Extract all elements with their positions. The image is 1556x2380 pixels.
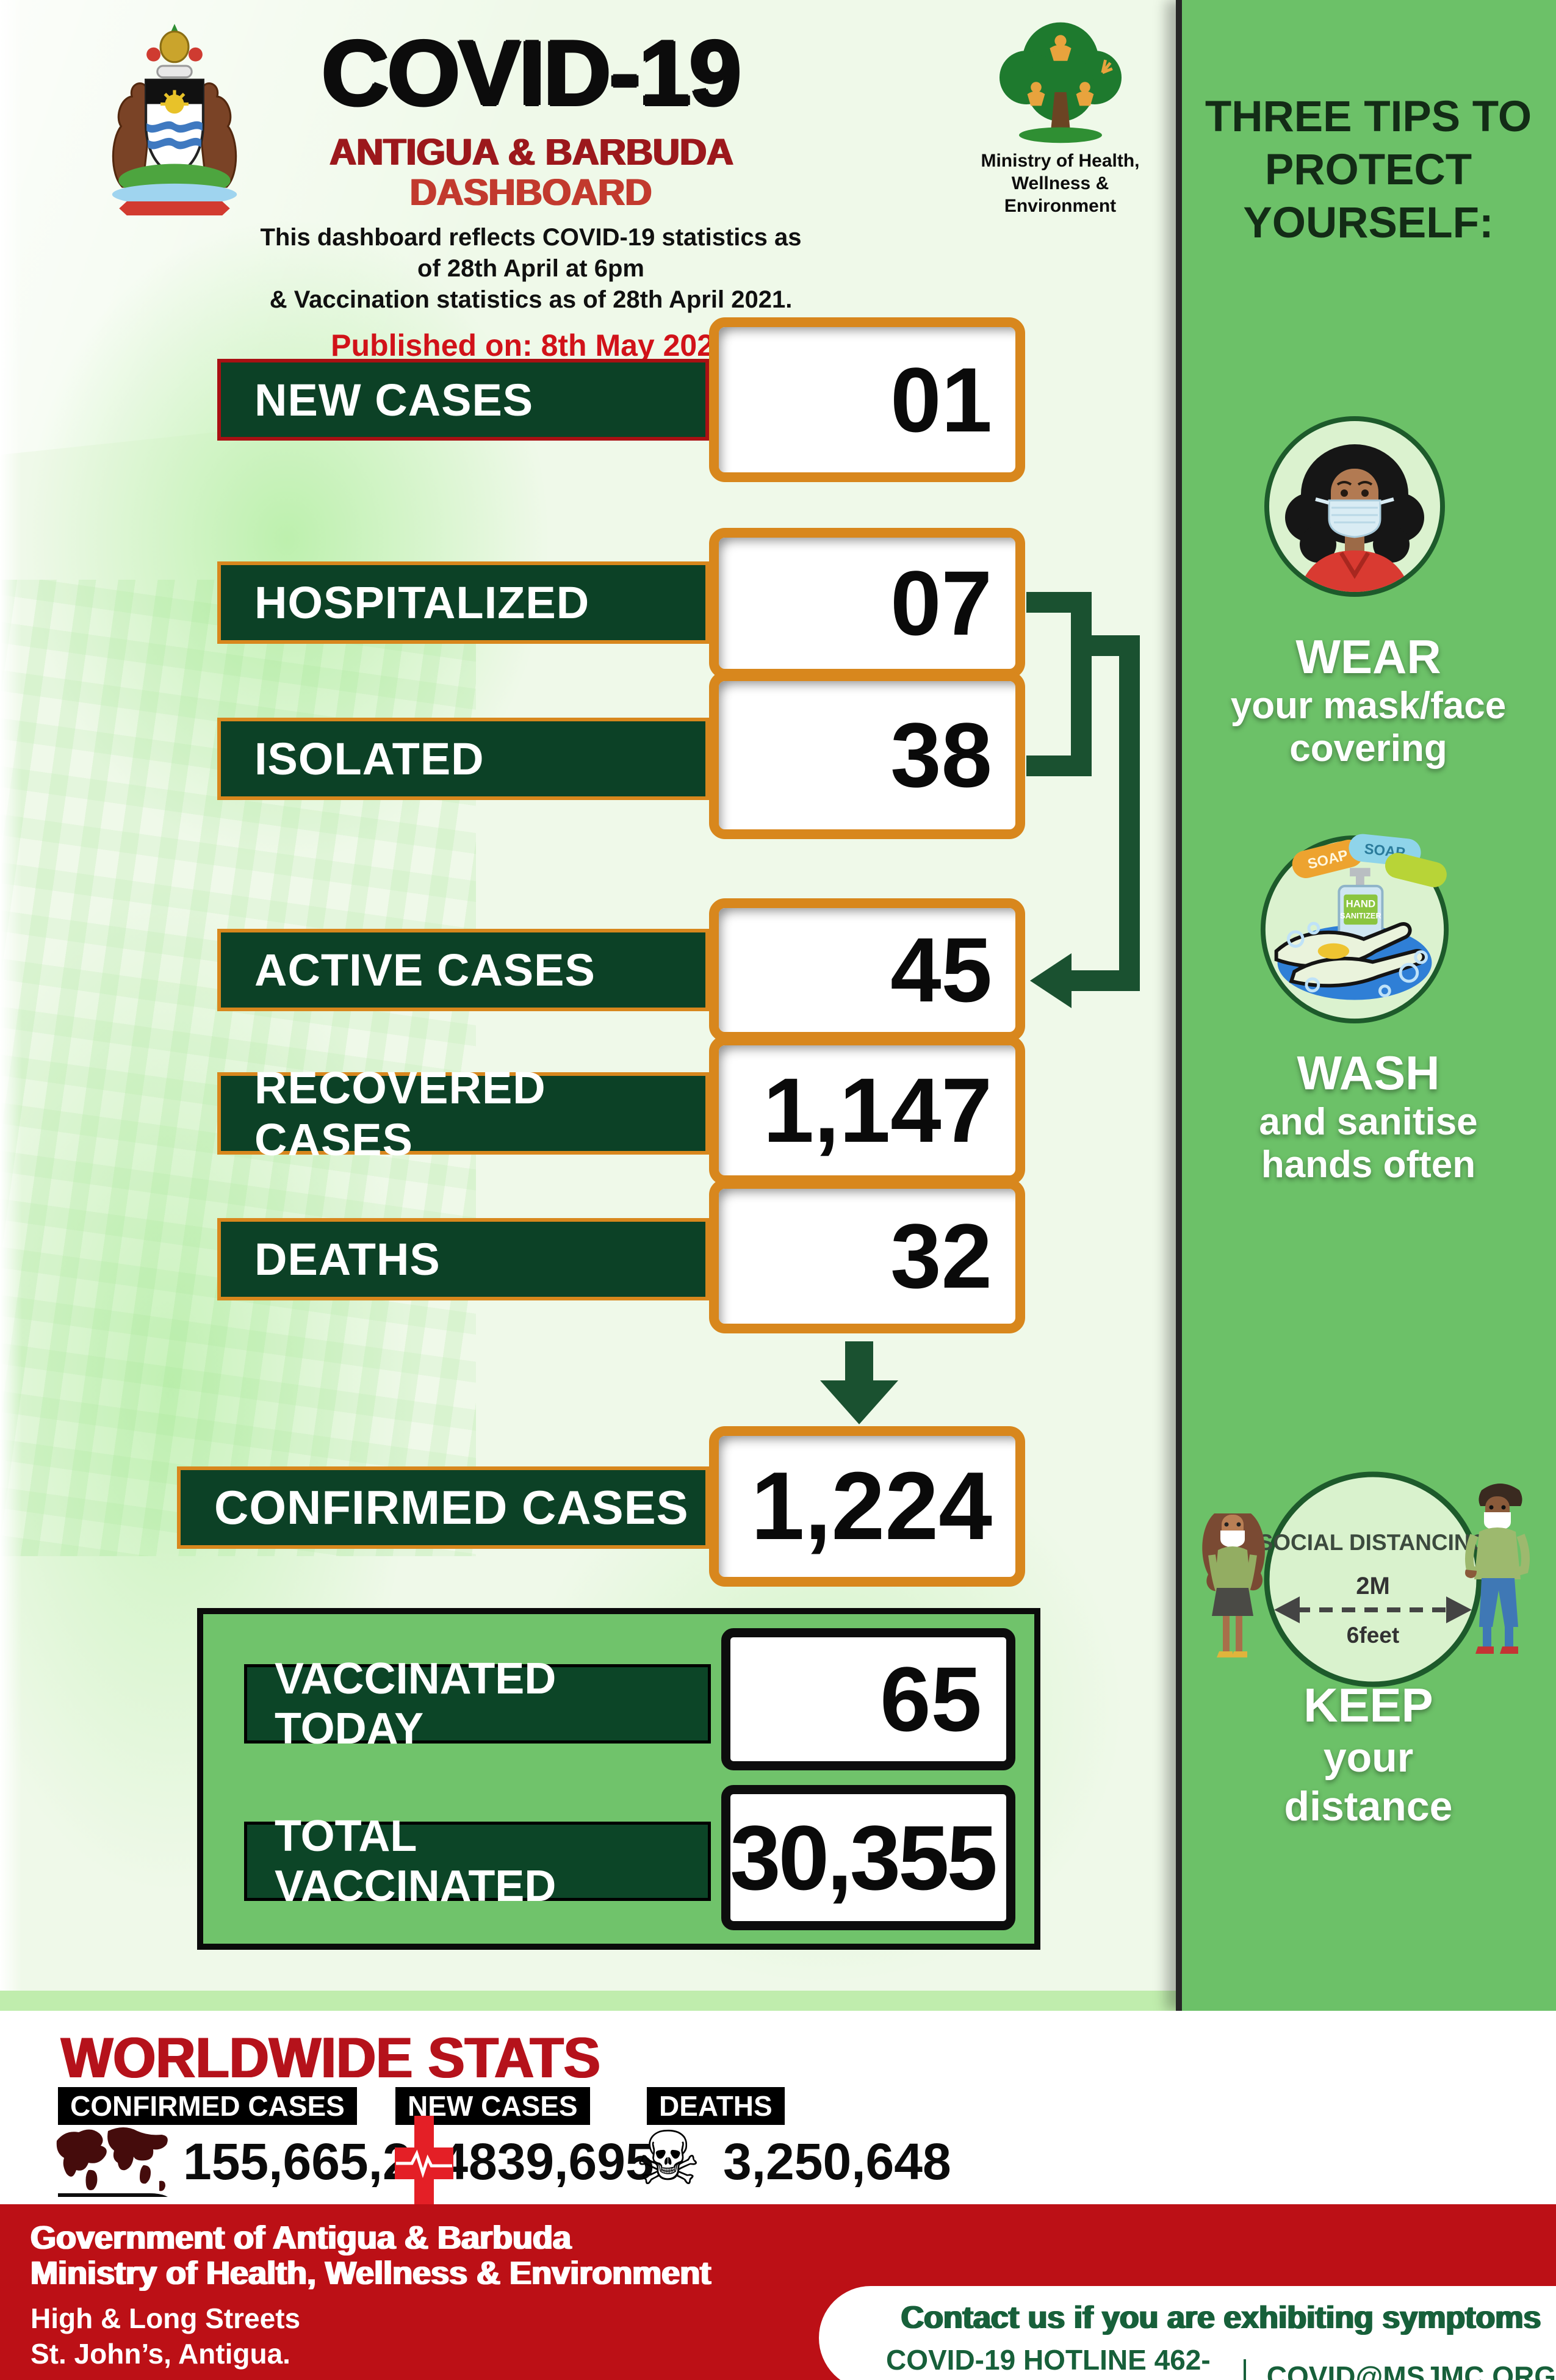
- contact-divider: [1244, 2359, 1246, 2380]
- tips-heading-line1: THREE TIPS TO: [1205, 93, 1532, 141]
- footer-ministry: Ministry of Health, Wellness & Environme…: [31, 2255, 711, 2292]
- value-hospitalized: 07: [709, 528, 1025, 679]
- tips-heading-line2: PROTECT: [1264, 146, 1472, 194]
- sanitizer-label-line2: SANITIZER: [1340, 911, 1381, 920]
- ministry-tree-logo-icon: [999, 22, 1122, 143]
- ministry-name: Ministry of Health, Wellness & Environme…: [955, 150, 1165, 217]
- region-suffix: DASHBOARD: [409, 171, 652, 213]
- tip3-line3: distance: [1284, 1783, 1453, 1830]
- tip3-line2: your: [1323, 1734, 1414, 1781]
- value-new-cases: 01: [709, 317, 1025, 482]
- main-panel: COVID-19 ANTIGUA & BARBUDA DASHBOARD Thi…: [0, 0, 1176, 2011]
- description-line1: This dashboard reflects COVID-19 statist…: [260, 224, 802, 282]
- contact-panel: Contact us if you are exhibiting symptom…: [819, 2286, 1556, 2380]
- label-hospitalized: HOSPITALIZED: [217, 561, 709, 644]
- label-isolated: ISOLATED: [217, 718, 709, 800]
- skull-crossbones-icon: ☠: [635, 2115, 702, 2202]
- tip1-title: WEAR: [1295, 630, 1441, 683]
- tip-keep-distance-text: KEEP your distance: [1187, 1677, 1550, 1831]
- label-deaths: DEATHS: [217, 1218, 709, 1300]
- social-distancing-illustration: SOCIAL DISTANCING 2M 6feet: [1202, 1471, 1530, 1687]
- contact-email: COVID@MSJMC.ORG: [1266, 2360, 1556, 2380]
- worldwide-confirmed-label: CONFIRMED CASES: [58, 2087, 357, 2125]
- published-date: Published on: 8th May 2021: [331, 328, 731, 362]
- page-title: COVID-19: [322, 21, 741, 125]
- antigua-coat-of-arms: [112, 24, 237, 215]
- description-line2: & Vaccination statistics as of 28th Apri…: [269, 286, 793, 313]
- region-name: ANTIGUA & BARBUDA: [330, 131, 732, 173]
- man-figure: [1465, 1484, 1530, 1654]
- label-active-cases: ACTIVE CASES: [217, 929, 709, 1011]
- sanitizer-label-line1: HAND: [1346, 898, 1375, 909]
- distance-meters-label: 2M: [1356, 1573, 1390, 1599]
- tips-heading-line3: YOURSELF:: [1243, 199, 1494, 247]
- hotline-number: COVID-19 HOTLINE 462-6843: [886, 2344, 1211, 2380]
- label-new-cases: NEW CASES: [217, 359, 709, 441]
- label-recovered-cases: RECOVERED CASES: [217, 1062, 709, 1165]
- value-deaths: 32: [709, 1179, 1025, 1333]
- worldwide-deaths-value: 3,250,648: [723, 2133, 951, 2190]
- tip2-line3: hands often: [1261, 1144, 1476, 1186]
- label-vaccinated-today: VACCINATED TODAY: [244, 1654, 711, 1753]
- worldwide-title: WORLDWIDE STATS: [61, 2025, 600, 2090]
- tip1-line3: covering: [1289, 727, 1447, 770]
- contact-details: COVID-19 HOTLINE 462-6843 COVID@MSJMC.OR…: [886, 2343, 1556, 2380]
- medical-cross-icon: [395, 2116, 453, 2212]
- value-active-cases: 45: [709, 898, 1025, 1042]
- woman-figure: [1202, 1513, 1265, 1657]
- ministry-name-line2: Wellness & Environment: [1004, 173, 1117, 216]
- value-recovered-cases: 1,147: [709, 1036, 1025, 1185]
- value-confirmed-cases: 1,224: [709, 1426, 1025, 1587]
- value-vaccinated-today: 65: [721, 1628, 1015, 1770]
- distance-feet-label: 6feet: [1347, 1623, 1399, 1648]
- wash-hands-illustration: SOAP SOAP HAND SANITIZER: [1260, 834, 1449, 1024]
- value-total-vaccinated: 30,355: [721, 1785, 1015, 1930]
- footer-government: Government of Antigua & Barbuda: [31, 2220, 572, 2256]
- tip3-title: KEEP: [1303, 1678, 1433, 1732]
- bottom-green-band: [0, 1991, 1176, 2011]
- value-isolated: 38: [709, 671, 1025, 839]
- tip-wear-mask-text: WEAR your mask/face covering: [1187, 629, 1550, 770]
- left-edge-highlight: [0, 0, 22, 2011]
- tip-wash-hands-text: WASH and sanitise hands often: [1187, 1045, 1550, 1186]
- world-map-icon: [56, 2127, 168, 2197]
- ministry-name-line1: Ministry of Health,: [981, 151, 1140, 171]
- dashboard-description: This dashboard reflects COVID-19 statist…: [256, 222, 805, 316]
- tips-heading: THREE TIPS TO PROTECT YOURSELF:: [1187, 90, 1550, 250]
- tip2-title: WASH: [1297, 1046, 1440, 1100]
- region-title: ANTIGUA & BARBUDA DASHBOARD: [256, 132, 805, 212]
- contact-heading: Contact us if you are exhibiting symptom…: [901, 2300, 1541, 2335]
- ministry-logo-block: Ministry of Health, Wellness & Environme…: [955, 13, 1165, 217]
- worldwide-new-cases-label: NEW CASES: [395, 2087, 590, 2125]
- wear-mask-illustration: [1264, 416, 1445, 597]
- label-total-vaccinated: TOTAL VACCINATED: [244, 1812, 711, 1911]
- tip1-line2: your mask/face: [1230, 685, 1507, 727]
- worldwide-new-cases-value: 839,695: [469, 2133, 654, 2190]
- worldwide-deaths-label: DEATHS: [647, 2087, 785, 2125]
- social-distancing-label: SOCIAL DISTANCING: [1258, 1530, 1488, 1555]
- footer-address-line1: High & Long Streets: [31, 2302, 301, 2334]
- header: COVID-19 ANTIGUA & BARBUDA DASHBOARD Thi…: [256, 24, 805, 363]
- tip2-line2: and sanitise: [1259, 1101, 1478, 1143]
- footer-address-line2: St. John’s, Antigua.: [31, 2338, 290, 2370]
- label-confirmed-cases: CONFIRMED CASES: [177, 1466, 709, 1549]
